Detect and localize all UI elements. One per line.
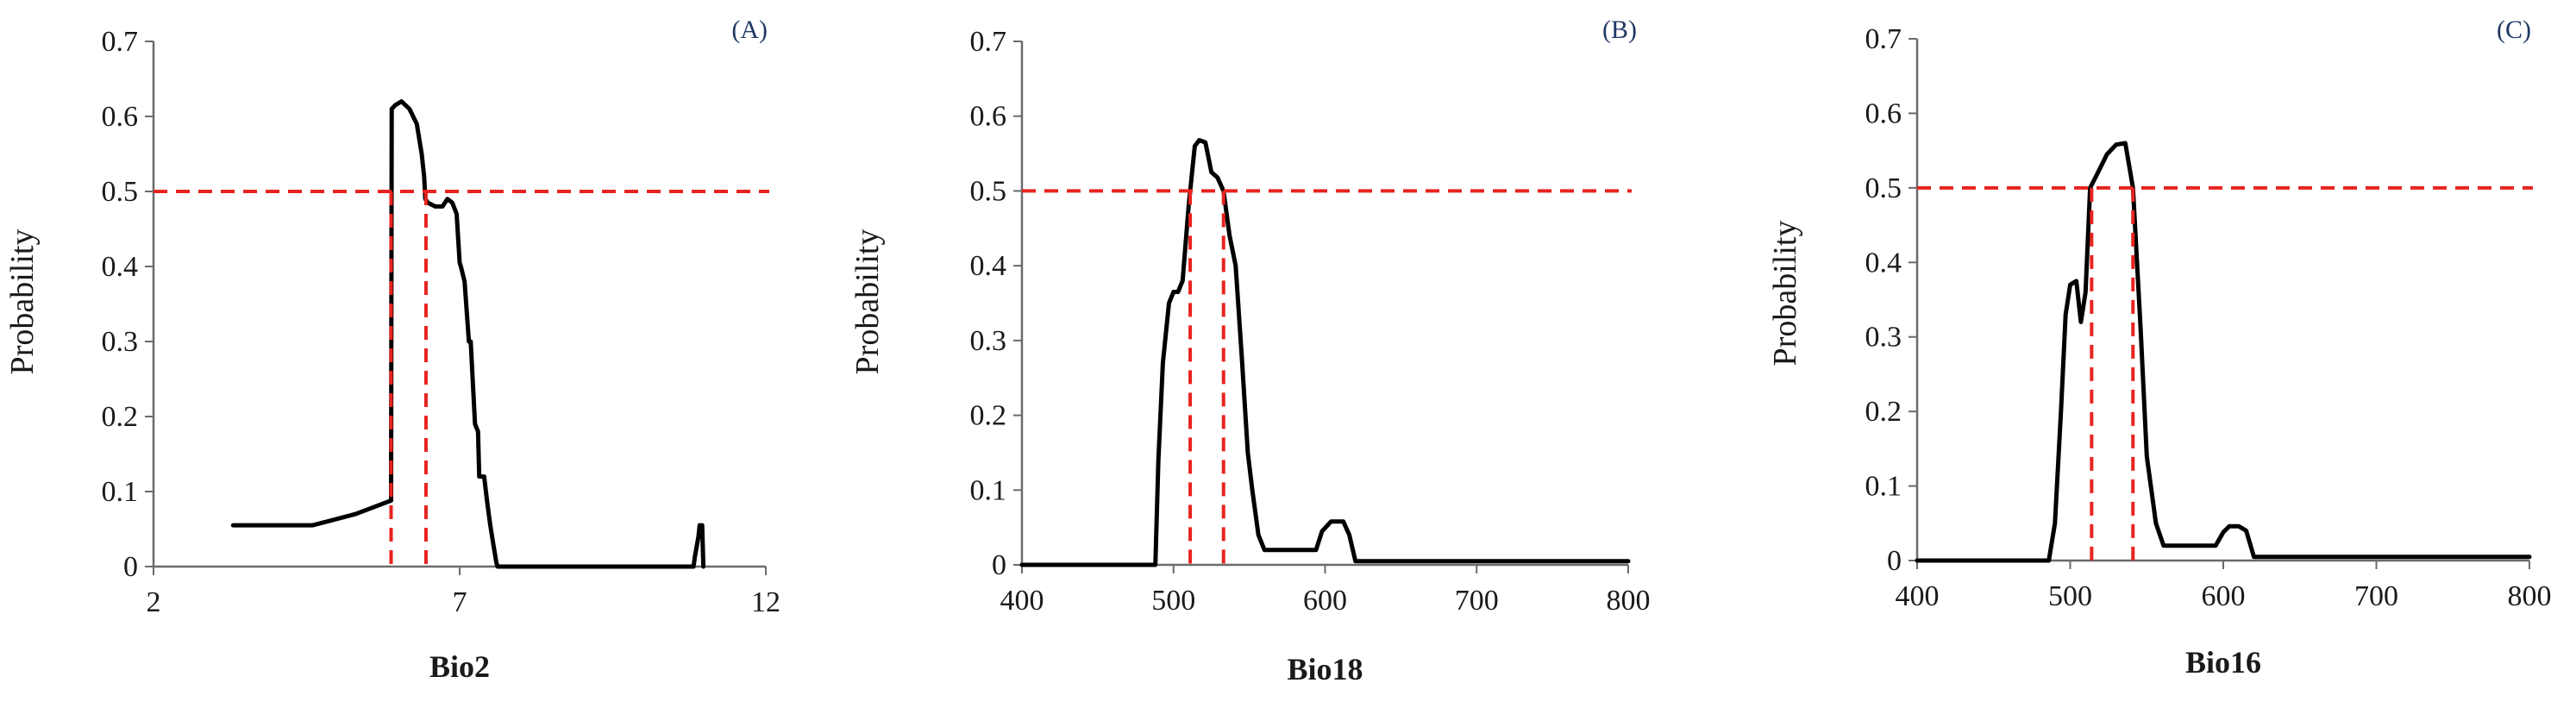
y-tick-label: 0.7: [1865, 23, 1902, 55]
y-tick-label: 0.4: [1865, 247, 1902, 279]
y-tick-label: 0.4: [102, 251, 139, 283]
y-tick-label: 0.3: [1865, 322, 1902, 354]
y-tick-label: 0.3: [102, 326, 139, 358]
y-axis-title: Probability: [849, 229, 886, 375]
y-tick-label: 0.2: [102, 401, 139, 433]
x-tick-label: 500: [2048, 580, 2092, 612]
y-tick-label: 0: [1887, 545, 1902, 577]
response-curve: [1019, 138, 1631, 567]
x-tick-label: 500: [1151, 585, 1195, 617]
panel-label: (A): [731, 16, 768, 44]
y-tick-label: 0.1: [102, 476, 139, 508]
x-tick-label: 800: [1607, 585, 1651, 617]
x-tick-label: 2: [147, 586, 161, 618]
chart-panel-a: 0 0.1 0.2 0.3 0.4 0.5 0.6 0.7 2 7 12 Probability Bio…: [4, 16, 780, 684]
x-axis-title: Bio16: [2185, 645, 2261, 680]
y-tick-label: 0.5: [1865, 172, 1902, 204]
x-tick-label: 700: [1455, 585, 1499, 617]
y-tick-label: 0.5: [102, 176, 139, 208]
y-tick-label: 0.1: [970, 474, 1007, 506]
response-curve: [1915, 141, 2532, 563]
y-tick-label: 0.6: [1865, 97, 1902, 129]
x-tick-label: 12: [751, 586, 780, 618]
y-tick-label: 0: [992, 549, 1006, 581]
panel-label: (C): [2497, 16, 2531, 44]
y-tick-label: 0.6: [102, 101, 139, 133]
y-axis-title: Probability: [4, 229, 41, 375]
x-tick-label: 400: [1000, 585, 1044, 617]
y-tick-label: 0: [123, 551, 138, 583]
x-tick-label: 400: [1896, 580, 1940, 612]
y-tick-label: 0.7: [102, 26, 139, 58]
chart-panel-b: 0 0.1 0.2 0.3 0.4 0.5 0.6 0.7 400 500 600 700 800 Pro…: [849, 16, 1651, 686]
chart-panel-c: 0 0.1 0.2 0.3 0.4 0.5 0.6 0.7 400 500 600 700 800 Pro…: [1767, 16, 2552, 680]
y-tick-label: 0.6: [970, 101, 1007, 133]
y-tick-label: 0.1: [1865, 471, 1902, 503]
y-tick-label: 0.2: [1865, 396, 1902, 428]
x-tick-label: 800: [2508, 580, 2552, 612]
x-tick-label: 700: [2354, 580, 2398, 612]
x-tick-label: 7: [453, 586, 467, 618]
y-tick-label: 0.5: [970, 175, 1007, 207]
y-axis-title: Probability: [1767, 221, 1803, 367]
panel-label: (B): [1602, 16, 1637, 44]
x-tick-label: 600: [1303, 585, 1347, 617]
y-tick-label: 0.3: [970, 325, 1007, 357]
x-axis-title: Bio2: [429, 649, 490, 684]
x-tick-label: 600: [2202, 580, 2246, 612]
x-axis-title: Bio18: [1287, 652, 1363, 686]
y-tick-label: 0.4: [970, 250, 1007, 282]
response-curve: [230, 99, 706, 569]
y-tick-label: 0.7: [970, 26, 1007, 58]
y-tick-label: 0.2: [970, 400, 1007, 432]
